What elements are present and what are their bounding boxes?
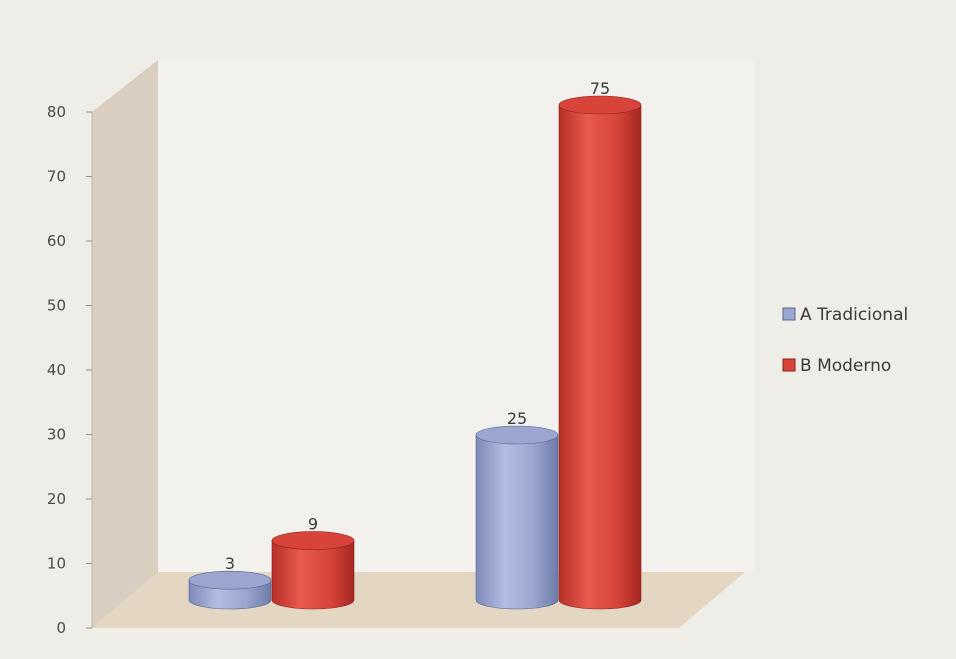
legend-label-a-tradicional: A Tradicional <box>800 305 908 325</box>
bar-b-moderno-1 <box>271 531 355 610</box>
data-label: 9 <box>308 515 318 534</box>
y-tick-label: 20 <box>47 490 66 508</box>
data-label: 25 <box>507 409 527 428</box>
bar-top-cap <box>558 95 642 115</box>
legend-swatch-a-tradicional <box>782 307 796 321</box>
bar-top-cap <box>475 425 559 445</box>
y-tick-label: 50 <box>47 297 66 315</box>
bar-top-cap <box>188 570 272 590</box>
data-label: 3 <box>225 554 235 573</box>
data-label: 75 <box>590 79 610 98</box>
y-tick-label: 60 <box>47 232 66 250</box>
bar-body <box>475 434 559 610</box>
bar-body <box>558 104 642 610</box>
y-tick-label: 30 <box>47 426 66 444</box>
bars-group <box>188 95 642 610</box>
bar-body <box>271 540 355 610</box>
y-tick-label: 70 <box>47 168 66 186</box>
chart-side-wall <box>92 60 158 628</box>
legend: A Tradicional B Moderno <box>782 305 908 376</box>
bar-top-cap <box>271 531 355 550</box>
bar-a-tradicional-2 <box>475 425 559 610</box>
y-tick-label: 80 <box>47 103 66 121</box>
y-tick-label: 0 <box>56 619 66 637</box>
data-labels-group: 3 25 9 75 <box>225 79 610 573</box>
legend-label-b-moderno: B Moderno <box>800 356 891 376</box>
chart-back-wall <box>158 60 755 572</box>
bar-a-tradicional-1 <box>188 570 272 610</box>
y-axis: 0 10 20 30 40 50 60 70 80 <box>47 103 93 637</box>
legend-swatch-b-moderno <box>782 358 796 372</box>
bar-b-moderno-2 <box>558 95 642 610</box>
y-tick-label: 10 <box>47 555 66 573</box>
y-tick-label: 40 <box>47 361 66 379</box>
